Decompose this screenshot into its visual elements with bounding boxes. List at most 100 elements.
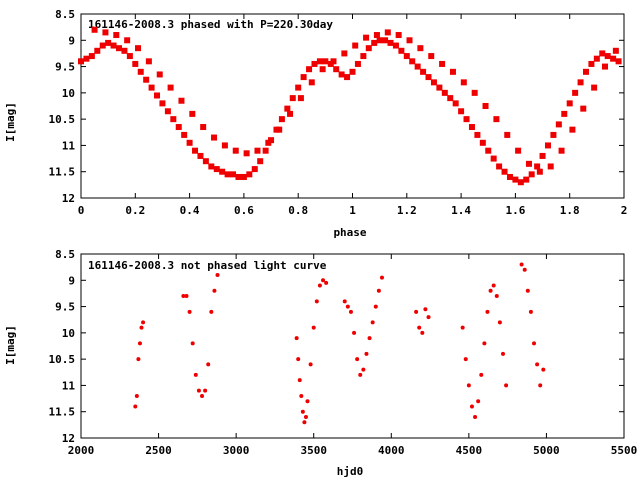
phased-data-point xyxy=(148,84,155,91)
phased-data-point xyxy=(406,37,413,44)
phased-data-point xyxy=(235,173,242,180)
phased-data-point xyxy=(604,53,611,60)
unphased-data-point xyxy=(479,372,484,377)
unphased-data-point xyxy=(305,399,310,404)
phased-data-point xyxy=(588,60,595,67)
phased-data-point xyxy=(354,60,361,67)
phased-data-point xyxy=(143,76,150,83)
unphased-data-point xyxy=(538,383,543,388)
unphased-data-point xyxy=(379,275,384,280)
unphased-x-tick-label: 3000 xyxy=(223,444,250,457)
unphased-data-point xyxy=(423,307,428,312)
phased-data-point xyxy=(262,147,269,154)
unphased-light-curve-panel: I[mag] hjd0 161146-2008.3 not phased lig… xyxy=(4,248,637,478)
unphased-plot-frame xyxy=(80,253,625,439)
phased-data-point xyxy=(289,95,296,102)
phased-data-point xyxy=(528,171,535,178)
unphased-data-point xyxy=(525,288,530,293)
phased-x-tick-label: 1.4 xyxy=(451,204,471,217)
phased-data-point xyxy=(208,163,215,170)
phased-data-point xyxy=(425,74,432,81)
phased-x-tick-label: 2 xyxy=(621,204,628,217)
phased-data-point xyxy=(311,60,318,67)
phased-x-axis-label: phase xyxy=(333,226,366,239)
phased-data-point xyxy=(243,150,250,157)
phased-data-point xyxy=(330,58,337,65)
phased-data-point xyxy=(167,84,174,91)
unphased-data-point xyxy=(345,304,350,309)
phased-data-point xyxy=(246,171,253,178)
phased-data-point xyxy=(308,79,315,86)
unphased-data-point xyxy=(466,383,471,388)
phased-data-point xyxy=(132,60,139,67)
phased-data-point xyxy=(316,58,323,65)
phased-data-point xyxy=(257,158,264,165)
unphased-x-tick-label: 5000 xyxy=(533,444,560,457)
unphased-data-point xyxy=(190,341,195,346)
unphased-data-point xyxy=(215,273,220,278)
phased-data-point xyxy=(333,66,340,73)
phased-data-point xyxy=(566,100,573,107)
phased-y-tick-label: 11 xyxy=(62,139,76,152)
unphased-y-tick-label: 11 xyxy=(62,379,76,392)
phased-data-point xyxy=(382,37,389,44)
unphased-data-point xyxy=(361,367,366,372)
unphased-y-tick-label: 9.5 xyxy=(55,301,75,314)
unphased-data-point xyxy=(376,288,381,293)
unphased-data-point xyxy=(528,309,533,314)
unphased-y-axis-label: I[mag] xyxy=(4,325,17,365)
phased-x-tick-label: 0.4 xyxy=(180,204,200,217)
unphased-data-point xyxy=(321,278,326,283)
phased-data-point xyxy=(110,42,117,49)
unphased-data-point xyxy=(203,388,208,393)
unphased-data-point xyxy=(139,325,144,330)
unphased-x-tick-label: 3500 xyxy=(300,444,327,457)
unphased-data-point xyxy=(358,372,363,377)
phased-chart-title: 161146-2008.3 phased with P=220.30day xyxy=(88,18,333,31)
phased-data-point xyxy=(441,89,448,96)
phased-data-point xyxy=(525,160,532,167)
unphased-data-point xyxy=(303,414,308,419)
phased-data-point xyxy=(113,32,120,39)
unphased-data-point xyxy=(136,357,141,362)
phased-data-point xyxy=(572,89,579,96)
unphased-data-point xyxy=(181,294,186,299)
phased-data-point xyxy=(550,131,557,138)
unphased-data-point xyxy=(469,404,474,409)
phased-data-point xyxy=(88,53,95,60)
phased-data-point xyxy=(558,147,565,154)
phased-data-point xyxy=(99,42,106,49)
phased-data-point xyxy=(360,53,367,60)
phased-data-point xyxy=(539,152,546,159)
phased-data-point xyxy=(224,171,231,178)
unphased-data-point xyxy=(317,283,322,288)
unphased-y-tick-label: 10.5 xyxy=(49,353,76,366)
phased-data-point xyxy=(417,45,424,52)
phased-data-point xyxy=(414,63,421,70)
phased-x-tick-label: 1.6 xyxy=(505,204,525,217)
phased-data-point xyxy=(284,105,291,112)
phased-data-point xyxy=(189,110,196,117)
phased-data-point xyxy=(363,34,370,41)
phased-data-point xyxy=(392,42,399,49)
unphased-data-point xyxy=(504,383,509,388)
phased-data-point xyxy=(319,66,326,73)
phased-data-point xyxy=(474,131,481,138)
phased-data-point xyxy=(430,79,437,86)
phased-data-point xyxy=(200,124,207,131)
unphased-y-tick-label: 8.5 xyxy=(55,248,75,261)
phased-data-point xyxy=(197,152,204,159)
unphased-y-tick-label: 12 xyxy=(62,432,75,445)
unphased-data-point xyxy=(209,309,214,314)
phased-data-point xyxy=(341,50,348,57)
unphased-data-point xyxy=(367,336,372,341)
unphased-data-point xyxy=(300,409,305,414)
phased-data-point xyxy=(156,71,163,78)
unphased-x-tick-label: 5500 xyxy=(611,444,638,457)
phased-data-point xyxy=(240,173,247,180)
unphased-y-tick-label: 10 xyxy=(62,327,75,340)
phased-data-point xyxy=(287,110,294,117)
phased-x-tick-label: 1.8 xyxy=(560,204,580,217)
phased-data-point xyxy=(599,50,606,57)
phased-light-curve-panel: I[mag] phase 161146-2008.3 phased with P… xyxy=(4,8,627,239)
